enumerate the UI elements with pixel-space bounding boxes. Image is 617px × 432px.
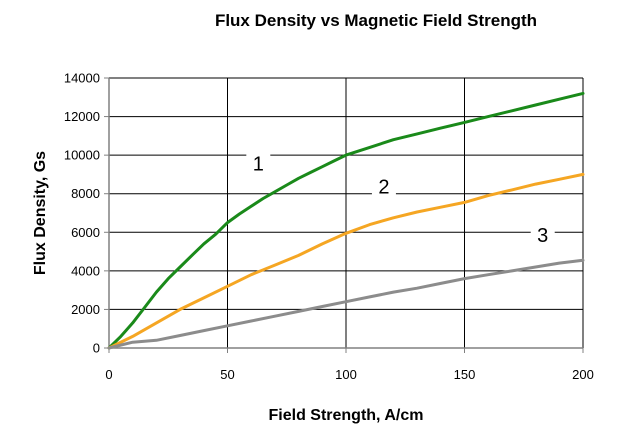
- y-tick-label: 14000: [64, 71, 100, 86]
- curve-label-1: 1: [253, 154, 264, 176]
- y-tick-label: 12000: [64, 109, 100, 124]
- x-tick-label: 100: [335, 367, 357, 382]
- series-lines: [107, 91, 585, 350]
- series-line-2: [107, 172, 585, 350]
- chart-title: Flux Density vs Magnetic Field Strength: [215, 11, 537, 30]
- y-tick-labels: 0 2000 4000 6000 8000 10000 12000 14000: [64, 71, 109, 356]
- series-line-1: [107, 91, 585, 350]
- y-tick-label: 2000: [71, 302, 100, 317]
- y-axis-label: Flux Density, Gs: [32, 151, 49, 275]
- x-tick-label: 0: [105, 367, 112, 382]
- curve-labels: 1 2 3: [246, 150, 555, 248]
- x-tick-label: 50: [220, 367, 234, 382]
- x-tick-label: 150: [454, 367, 476, 382]
- curve-label-2: 2: [378, 177, 389, 199]
- y-tick-label: 6000: [71, 225, 100, 240]
- y-tick-label: 10000: [64, 148, 100, 163]
- x-tick-label: 200: [572, 367, 594, 382]
- curve-label-bg: [530, 221, 555, 248]
- y-tick-label: 4000: [71, 263, 100, 278]
- x-axis-label: Field Strength, A/cm: [269, 407, 424, 424]
- curve-label-bg: [371, 173, 396, 200]
- series-line-3: [107, 258, 585, 350]
- y-tick-label: 0: [93, 341, 100, 356]
- y-tick-label: 8000: [71, 186, 100, 201]
- curve-label-3: 3: [537, 225, 548, 247]
- x-tick-labels: 0 50 100 150 200: [105, 348, 594, 382]
- curve-label-bg: [246, 150, 271, 177]
